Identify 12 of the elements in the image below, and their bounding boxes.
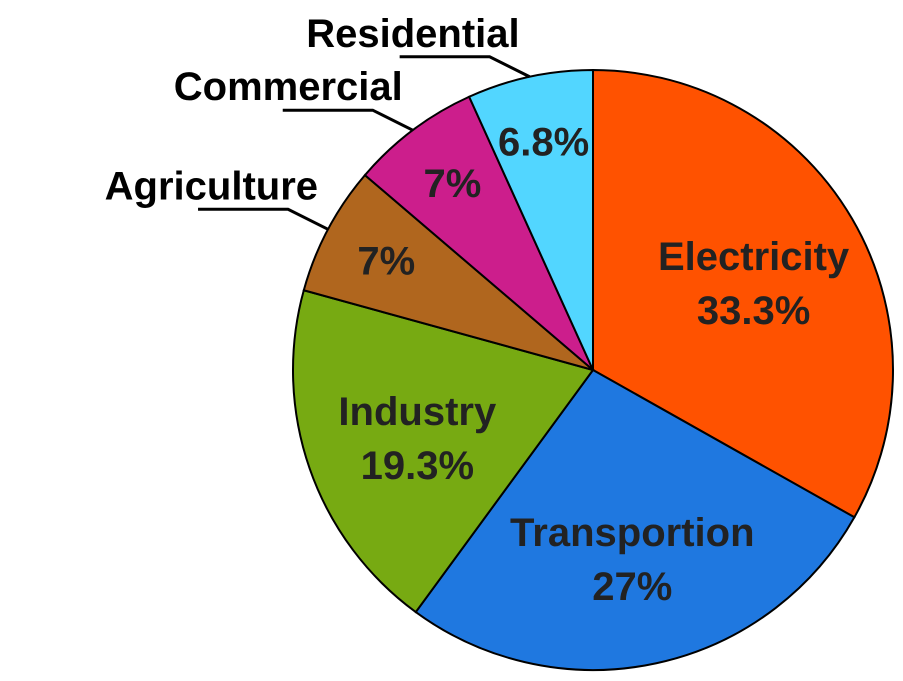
slice-label: Transportion <box>510 510 755 555</box>
slice-label: Agriculture <box>104 164 318 208</box>
slice-label: Electricity <box>658 235 850 280</box>
slice-label: Industry <box>338 390 497 434</box>
data-label: 33.3% <box>696 289 810 334</box>
data-label: 7% <box>423 162 482 206</box>
data-label: 6.8% <box>498 120 590 164</box>
data-label: 7% <box>357 239 416 284</box>
data-label: 19.3% <box>360 444 474 488</box>
slice-label: Commercial <box>174 65 403 110</box>
data-label: 27% <box>592 564 672 609</box>
slice-label: Residential <box>306 12 520 56</box>
